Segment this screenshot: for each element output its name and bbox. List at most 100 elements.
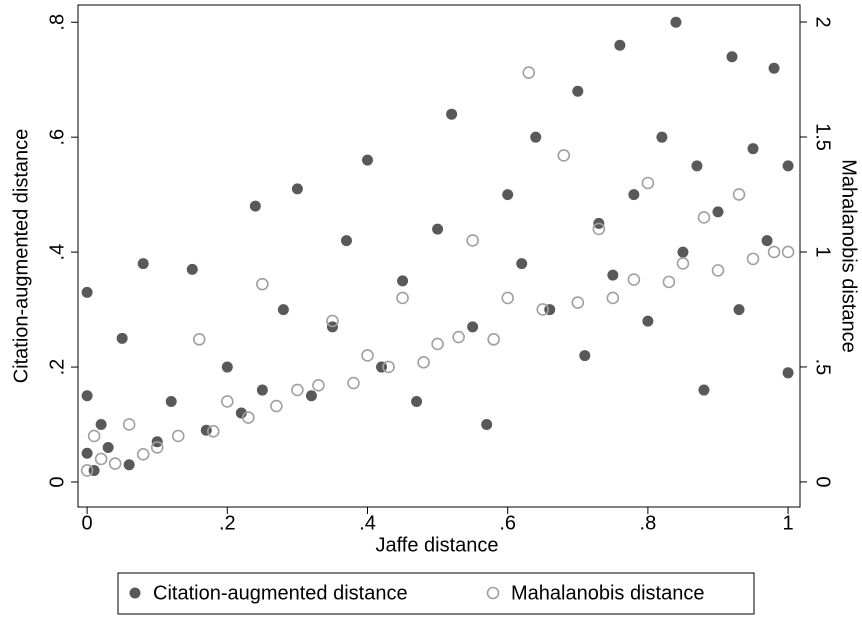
point xyxy=(572,85,584,97)
y-tick-label: .8 xyxy=(46,14,68,31)
y-tick-label: .2 xyxy=(46,359,68,376)
point xyxy=(256,277,269,291)
y-tick-label: .6 xyxy=(46,129,68,146)
point xyxy=(726,51,738,63)
point xyxy=(502,189,514,201)
point xyxy=(676,257,690,270)
point xyxy=(698,384,710,396)
point xyxy=(732,188,746,201)
y-tick-label: .4 xyxy=(46,244,68,261)
point xyxy=(746,252,760,266)
point xyxy=(305,390,317,402)
point xyxy=(108,457,122,470)
point xyxy=(467,321,479,333)
point xyxy=(782,160,794,172)
point xyxy=(136,448,150,461)
point xyxy=(782,367,794,379)
point xyxy=(291,183,303,195)
point xyxy=(642,315,654,327)
point xyxy=(466,234,479,247)
point xyxy=(571,296,585,309)
x-tick-label: .2 xyxy=(219,512,236,534)
point xyxy=(81,390,93,402)
point xyxy=(536,303,550,316)
point xyxy=(712,206,724,218)
point xyxy=(781,245,795,259)
point xyxy=(691,160,703,172)
point xyxy=(614,39,626,51)
point xyxy=(397,275,409,287)
legend-label: Citation-augmented distance xyxy=(153,582,408,604)
point xyxy=(641,176,655,190)
point xyxy=(116,332,128,344)
point xyxy=(186,263,198,275)
point xyxy=(249,200,261,212)
point xyxy=(81,447,93,459)
y2-tick-label: 1.5 xyxy=(812,123,834,151)
point xyxy=(137,258,149,270)
point xyxy=(347,376,360,390)
point xyxy=(711,264,725,277)
legend-label: Mahalanobis distance xyxy=(511,582,704,604)
point xyxy=(522,66,536,79)
point xyxy=(530,131,542,143)
point xyxy=(361,349,374,362)
y-axis-title: Citation-augmented distance xyxy=(10,129,32,384)
point xyxy=(206,425,220,438)
point xyxy=(628,189,640,201)
point xyxy=(242,411,255,424)
point xyxy=(579,350,591,362)
point xyxy=(417,356,430,369)
point xyxy=(627,273,641,286)
point xyxy=(221,361,233,373)
legend-frame xyxy=(117,572,755,615)
point xyxy=(557,149,571,162)
point xyxy=(81,286,93,298)
point xyxy=(270,399,283,413)
point xyxy=(87,429,101,443)
x-tick-label: 0 xyxy=(82,512,93,534)
point xyxy=(733,304,745,316)
point xyxy=(94,452,108,466)
y2-tick-label: 0 xyxy=(812,476,834,487)
point xyxy=(256,384,268,396)
point xyxy=(677,246,689,258)
point xyxy=(326,314,339,328)
legend-marker xyxy=(129,587,141,599)
point xyxy=(697,211,711,224)
point xyxy=(95,419,107,431)
y2-axis-title: Mahalanobis distance xyxy=(838,159,860,352)
legend-marker xyxy=(486,586,500,600)
y2-tick-label: 2 xyxy=(812,16,834,27)
point xyxy=(761,235,773,247)
point xyxy=(431,337,444,351)
y-tick-label: 0 xyxy=(46,476,68,487)
point xyxy=(362,154,374,166)
point xyxy=(592,222,606,236)
plot-frame xyxy=(77,4,801,508)
point xyxy=(662,275,676,289)
point xyxy=(481,419,493,431)
point xyxy=(747,143,759,155)
point xyxy=(656,131,668,143)
point xyxy=(452,330,465,344)
point xyxy=(235,407,247,419)
point xyxy=(487,333,500,346)
x-axis-title: Jaffe distance xyxy=(375,534,498,556)
point xyxy=(767,245,781,259)
x-tick-label: 1 xyxy=(783,512,794,534)
point xyxy=(277,304,289,316)
point xyxy=(165,396,177,408)
point xyxy=(606,291,620,305)
point xyxy=(221,395,234,408)
point xyxy=(123,459,135,471)
x-tick-label: .6 xyxy=(499,512,516,534)
point xyxy=(340,235,352,247)
point xyxy=(670,16,682,28)
x-tick-label: .4 xyxy=(359,512,376,534)
point xyxy=(312,379,325,392)
point xyxy=(192,333,206,346)
point xyxy=(432,223,444,235)
